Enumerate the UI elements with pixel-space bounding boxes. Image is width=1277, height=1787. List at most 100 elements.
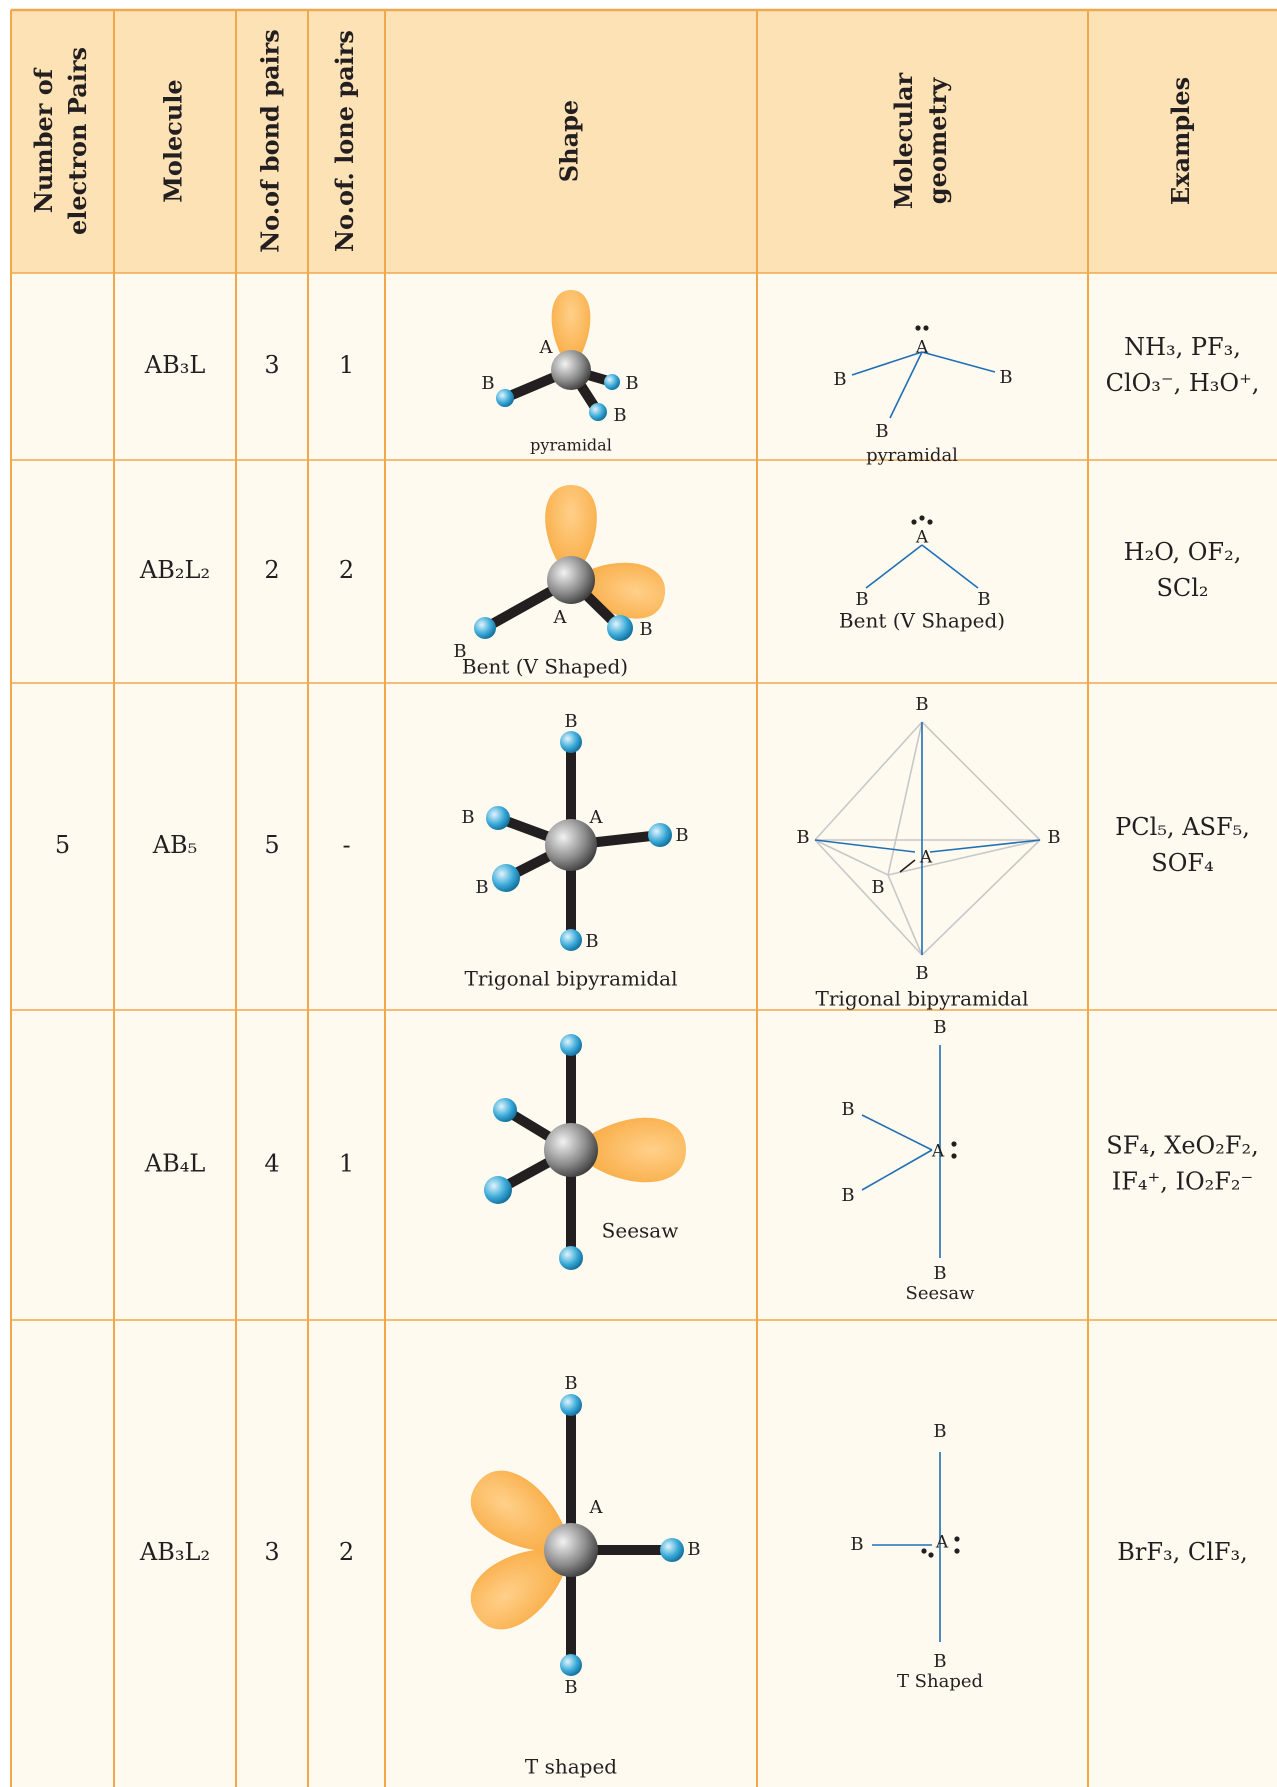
atom-label: B [833, 369, 846, 390]
cell-examples: BrF₃, ClF₃, [1117, 1538, 1248, 1566]
atom-label: B [639, 619, 652, 640]
atom-label: B [933, 1421, 946, 1442]
lone-pair-dot [919, 515, 925, 521]
ligand-atom [474, 617, 496, 639]
cell-examples: NH₃, PF₃, [1124, 333, 1241, 361]
lone-pair-lobe [545, 485, 597, 580]
cell-lone-pairs: 1 [339, 1150, 354, 1178]
ligand-atom [660, 1538, 684, 1562]
cell-examples: SCl₂ [1156, 574, 1208, 602]
cell-lone-pairs: - [342, 831, 350, 859]
shape-caption: T shaped [525, 1755, 617, 1779]
body-bg [11, 273, 1277, 1787]
ligand-atom [560, 731, 582, 753]
cell-molecule: AB₅ [152, 831, 198, 859]
ligand-atom [607, 615, 633, 641]
atom-label: B [625, 373, 638, 394]
atom-label: B [933, 1263, 946, 1284]
cell-molecule: AB₂L₂ [139, 556, 210, 584]
atom-label: B [796, 827, 809, 848]
atom-label: A [589, 807, 604, 828]
lone-pair-dot [921, 1548, 927, 1554]
atom-label: B [841, 1185, 854, 1206]
geometry-line [861, 1114, 933, 1151]
central-atom [551, 350, 591, 390]
geometry-line [814, 839, 889, 876]
geometry-line [887, 874, 923, 956]
geometry-line [887, 839, 1041, 876]
cell-bond-pairs: 2 [264, 556, 279, 584]
atom-label: A [553, 607, 568, 628]
atom-label: A [919, 848, 933, 868]
cell-lone-pairs: 2 [339, 1538, 354, 1566]
atom-label: B [933, 1651, 946, 1672]
lone-pair-dot [954, 1536, 960, 1542]
lone-pair-dot [915, 325, 921, 331]
lone-pair-lobe [470, 1548, 571, 1630]
geometry-line [851, 351, 923, 376]
ligand-atom [604, 374, 620, 390]
geometry-line [889, 351, 923, 419]
shape-caption: Seesaw [602, 1219, 679, 1243]
cell-bond-pairs: 5 [264, 831, 279, 859]
atom-label: A [589, 1497, 604, 1518]
atom-label: A [915, 528, 929, 548]
cell-molecule: AB₄L [144, 1150, 206, 1178]
header-cell: geometry [923, 77, 952, 204]
ligand-atom [648, 823, 672, 847]
atom-label: B [841, 1099, 854, 1120]
header-cell: Shape [555, 100, 584, 182]
geometry-line [861, 1149, 933, 1191]
shape-caption: Bent (V Shaped) [462, 655, 628, 679]
atom-label: B [999, 367, 1012, 388]
cell-examples: IF₄⁺, IO₂F₂⁻ [1112, 1168, 1253, 1196]
header-bg [11, 10, 1277, 273]
geometry-caption: T Shaped [897, 1671, 983, 1692]
atom-label: B [481, 373, 494, 394]
geometry-line [865, 544, 923, 589]
cell-examples: ClO₃⁻, H₃O⁺, [1106, 369, 1260, 397]
ligand-atom [484, 1176, 512, 1204]
geometry-line [814, 839, 923, 956]
atom-label: B [875, 421, 888, 442]
geometry-line [921, 721, 1041, 841]
geometry-line [814, 721, 923, 841]
atom-label: B [475, 877, 488, 898]
shape-caption: Trigonal bipyramidal [465, 967, 678, 991]
geometry-caption: Bent (V Shaped) [839, 609, 1005, 633]
atom-label: B [977, 589, 990, 610]
cell-molecule: AB₃L₂ [139, 1538, 210, 1566]
cell-examples: SOF₄ [1151, 849, 1213, 877]
atom-label: A [935, 1533, 949, 1553]
shape-caption: pyramidal [530, 436, 612, 455]
cell-bond-pairs: 3 [264, 1538, 279, 1566]
geometry-caption: pyramidal [866, 445, 958, 466]
cell-bond-pairs: 3 [264, 351, 279, 379]
atom-label: A [539, 337, 554, 358]
lone-pair-dot [951, 1153, 957, 1159]
ligand-atom [493, 1098, 517, 1122]
cell-examples: H₂O, OF₂, [1124, 538, 1242, 566]
ligand-atom [492, 864, 520, 892]
lone-pair-dot [928, 1552, 934, 1558]
atom-label: B [585, 931, 598, 952]
lone-pair-dot [923, 325, 929, 331]
ligand-atom [589, 403, 607, 421]
atom-label: B [871, 877, 884, 898]
geometry-line [899, 859, 916, 873]
cell-lone-pairs: 1 [339, 351, 354, 379]
header-cell: Examples [1166, 77, 1195, 205]
atom-label: B [461, 807, 474, 828]
geometry-line [921, 351, 996, 373]
atom-label: A [915, 338, 929, 358]
geometry-line [921, 839, 1041, 956]
lone-pair-lobe [551, 290, 591, 370]
header-cell: Molecular [889, 72, 918, 209]
cell-examples: SF₄, XeO₂F₂, [1106, 1132, 1258, 1160]
central-atom [544, 1123, 598, 1177]
atom-label: B [564, 1373, 577, 1394]
geometry-line [814, 839, 916, 853]
ligand-atom [559, 1246, 583, 1270]
lone-pair-dot [954, 1548, 960, 1554]
